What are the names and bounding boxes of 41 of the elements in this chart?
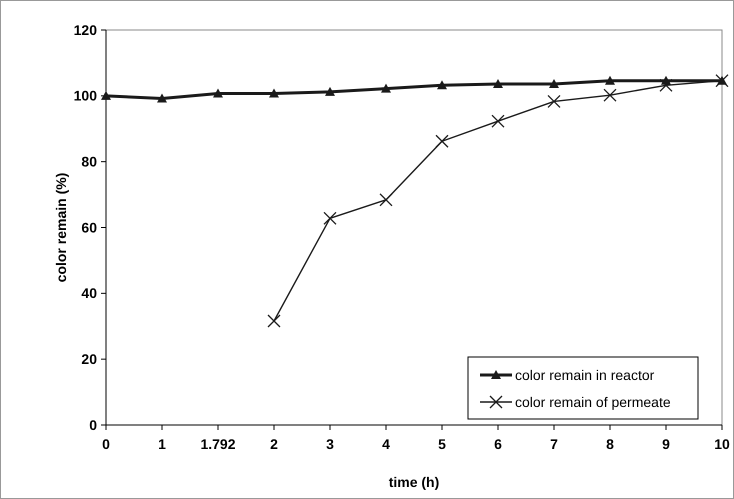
point <box>267 314 281 328</box>
x-axis-title: time (h) <box>388 474 440 490</box>
point <box>269 88 279 98</box>
x-tick-label: 9 <box>662 436 670 452</box>
point <box>213 88 223 98</box>
point <box>547 94 561 108</box>
point <box>493 78 503 88</box>
point <box>157 93 167 102</box>
x-tick-label: 0 <box>102 436 110 452</box>
point <box>381 84 391 93</box>
point <box>549 78 559 88</box>
point <box>435 134 449 148</box>
y-tick-label: 100 <box>74 88 98 104</box>
x-tick-label: 3 <box>326 436 334 452</box>
x-tick-label: 7 <box>550 436 558 452</box>
x-tick-label: 1 <box>158 436 166 452</box>
x-tick-label: 10 <box>714 436 730 452</box>
x-tick-label: 1.792 <box>200 436 236 452</box>
y-tick-label: 0 <box>89 416 98 433</box>
point <box>437 80 447 90</box>
point <box>379 193 393 206</box>
point <box>323 212 337 225</box>
point <box>603 88 617 102</box>
x-tick-label: 6 <box>494 436 502 452</box>
x-tick-label: 2 <box>270 436 278 452</box>
point <box>491 114 505 128</box>
legend-label: color remain in reactor <box>515 366 655 383</box>
y-tick-label: 40 <box>81 285 98 302</box>
point <box>325 86 335 96</box>
point <box>101 90 111 100</box>
x-tick-label: 4 <box>382 436 390 452</box>
x-tick-label: 8 <box>606 436 614 452</box>
y-tick-label: 120 <box>74 22 98 38</box>
y-tick-label: 80 <box>81 154 98 170</box>
legend-label: color remain of permeate <box>515 394 671 410</box>
y-axis-title: color remain (%) <box>53 172 69 282</box>
y-tick-label: 20 <box>81 351 98 368</box>
point <box>605 76 615 85</box>
y-tick-label: 60 <box>81 219 98 236</box>
point <box>659 78 673 92</box>
x-tick-label: 5 <box>438 436 446 452</box>
